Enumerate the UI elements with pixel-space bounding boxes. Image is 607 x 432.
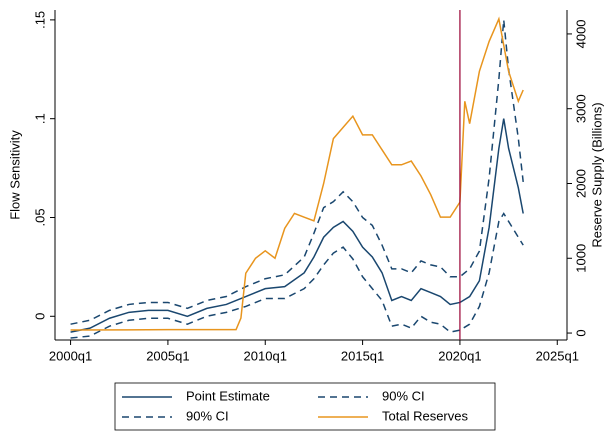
y-tick-label: .1	[32, 113, 47, 124]
y-tick-label: 0	[32, 313, 47, 320]
legend-label: Point Estimate	[186, 388, 270, 403]
x-tick-label: 2015q1	[341, 348, 384, 363]
y-axis-title: Flow Sensitivity	[7, 130, 22, 220]
x-tick-label: 2000q1	[49, 348, 92, 363]
legend-box	[114, 382, 496, 431]
legend-label: 90% CI	[382, 388, 425, 403]
y-tick-label: .15	[32, 11, 47, 29]
x-tick-label: 2025q1	[536, 348, 579, 363]
x-tick-label: 2010q1	[244, 348, 287, 363]
y2-tick-label: 1000	[573, 244, 588, 273]
series-line	[70, 118, 524, 333]
y2-tick-label: 3000	[573, 94, 588, 123]
legend-label: 90% CI	[186, 408, 229, 423]
y2-tick-label: 2000	[573, 169, 588, 198]
series-line	[70, 16, 524, 331]
y-tick-label: .05	[32, 208, 47, 226]
legend-label: Total Reserves	[382, 408, 468, 423]
x-tick-label: 2005q1	[146, 348, 189, 363]
x-tick-label: 2020q1	[438, 348, 481, 363]
y2-axis-title: Reserve Supply (Billions)	[589, 102, 604, 247]
series-line	[70, 19, 524, 325]
y2-tick-label: 0	[573, 329, 588, 336]
y2-tick-label: 4000	[573, 19, 588, 48]
series-line	[70, 212, 524, 339]
